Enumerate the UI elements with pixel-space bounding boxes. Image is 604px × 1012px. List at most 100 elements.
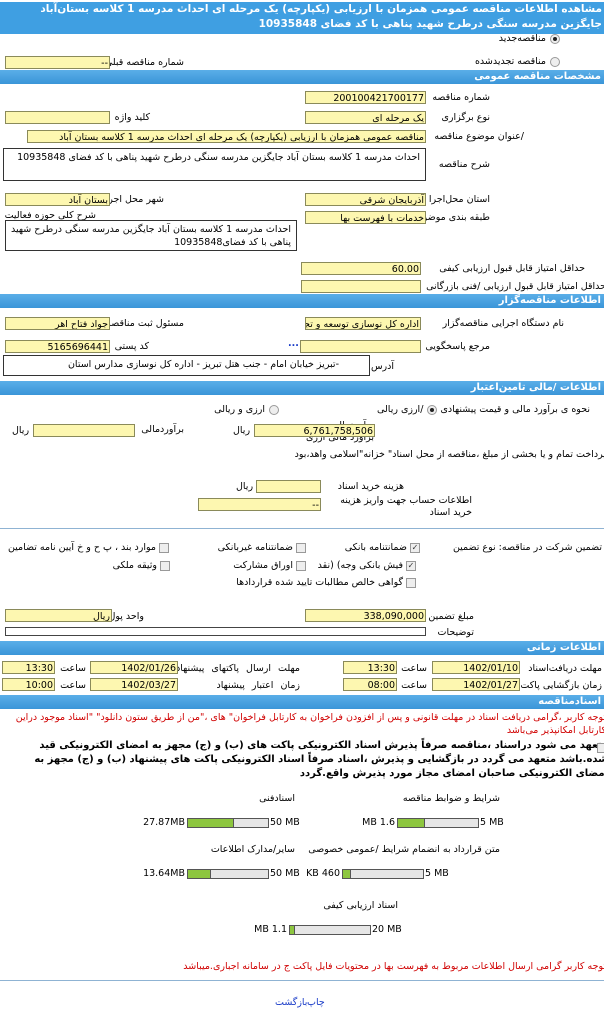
page-title: مشاهده اطلاعات مناقصه عمومی همزمان با ار… [0, 2, 604, 34]
min-tech-field[interactable] [301, 280, 421, 293]
open-label: زمان بازگشایی پاکت‌ها [512, 680, 602, 691]
min-tech-label: حداقل امتیاز قابل قبول ارزیابی /فنی بازر… [426, 281, 604, 292]
file-label: شرایط و ضوابط مناقصه [402, 793, 500, 804]
guarantee-option[interactable]: ✓فیش بانکی وجه) (نقد [317, 560, 416, 571]
treasury-note: پرداخت تمام و یا بخشی از مبلغ ،مناقصه از… [294, 449, 604, 460]
radio-icon[interactable] [550, 33, 560, 44]
doc-deadline-time[interactable]: 13:30 [343, 661, 397, 674]
file-size-progress [397, 818, 479, 828]
submit-date[interactable]: 1402/01/26 [90, 661, 178, 674]
unit-field[interactable]: ریال [5, 609, 112, 622]
guarantee-option[interactable]: ضمانتنامه غیربانکی [218, 542, 306, 553]
reference-field[interactable] [300, 340, 421, 353]
keyword-label: کلید واژه [114, 112, 150, 123]
prev-number-label: شماره مناقصه قبلی [104, 57, 184, 68]
postal-field[interactable]: 5165696441 [5, 340, 110, 353]
checkbox-icon[interactable] [296, 560, 306, 571]
file-label: اسناد ارزیابی کیفی [323, 900, 398, 911]
estimate-method: نحوه ی برآورد مالی و قیمت پیشنهادی /ارزی… [376, 404, 590, 415]
file-max-size: 50 MB [270, 817, 300, 828]
checkbox-checked-icon[interactable]: ✓ [410, 542, 420, 553]
tender-number-label: شماره مناقصه [432, 92, 490, 103]
checkbox-icon[interactable] [159, 542, 169, 553]
checkbox-checked-icon[interactable]: ✓ [406, 560, 416, 571]
progress-fill [188, 819, 234, 827]
min-quality-label: حداقل امتیاز قابل قبول ارزیابی کیفی [439, 263, 585, 274]
reference-more-button[interactable]: ... [288, 338, 299, 349]
time-label: ساعت [60, 663, 86, 674]
radio-icon[interactable] [269, 404, 279, 415]
guarantee-option[interactable]: موارد بند ، پ ح و خ آیین نامه تضامین [8, 542, 169, 553]
open-date[interactable]: 1402/01/27 [432, 678, 520, 691]
file-max-size: 5 MB [480, 817, 504, 828]
doc-fee-field[interactable] [256, 480, 321, 493]
guarantee-option[interactable]: اوراق مشارکت [233, 560, 306, 571]
checkbox-icon[interactable] [296, 542, 306, 553]
keyword-field[interactable] [5, 111, 110, 124]
min-quality-field[interactable]: 60.00 [301, 262, 421, 275]
category-field[interactable]: خدمات با فهرست بها [305, 211, 426, 224]
guarantee-option[interactable]: وثیقه ملکی [113, 560, 170, 571]
price-list-notice: توجه کاربر گرامی ارسال اطلاعات مربوط به … [183, 961, 604, 972]
description-label: شرح مناقصه [438, 159, 490, 170]
responsible-field[interactable]: جواد فتاح اهر [5, 317, 110, 330]
validity-date[interactable]: 1402/03/27 [90, 678, 178, 691]
file-size-progress [342, 869, 424, 879]
validity-label: زمان اعتبار پیشنهاد [216, 680, 300, 691]
estimate2-field[interactable] [33, 424, 135, 437]
back-link[interactable]: بازگشت [275, 997, 308, 1008]
radio-rial[interactable] [427, 404, 438, 415]
progress-fill [343, 870, 352, 878]
submit-time[interactable]: 13:30 [2, 661, 55, 674]
doc-fee-unit: ریال [236, 481, 254, 492]
progress-fill [398, 819, 425, 827]
estimate-field[interactable]: 6,761,758,506 [254, 424, 375, 437]
city-field[interactable]: بستان آباد [5, 193, 110, 206]
title-field[interactable]: مناقصه عمومی همزمان با ارزیابی (یکپارچه)… [27, 130, 426, 143]
file-size-progress [187, 869, 269, 879]
radio-new-tender[interactable]: مناقصه‌جدید [499, 33, 560, 44]
tender-number-field[interactable]: 200100421700177 [305, 91, 426, 104]
account-field[interactable]: -- [198, 498, 321, 511]
radio-icon[interactable] [550, 56, 560, 67]
guarantee-option[interactable]: ✓ضمانتنامه بانکی [344, 542, 420, 553]
scope-box[interactable]: احداث مدرسه 1 کلاسه بستان آباد جایگزین م… [5, 220, 297, 251]
file-used-size: 13.64MB [143, 868, 185, 879]
time-label: ساعت [60, 680, 86, 691]
description-box[interactable]: احداث مدرسه 1 کلاسه بستان آباد جایگزین م… [3, 148, 426, 181]
open-time[interactable]: 08:00 [343, 678, 397, 691]
responsible-label: مسئول ثبت مناقصه [106, 318, 184, 329]
validity-time[interactable]: 10:00 [2, 678, 55, 691]
doc-deadline-date[interactable]: 1402/01/10 [432, 661, 520, 674]
org-field[interactable]: اداره کل نوسازی توسعه و تجهیز مدارس [305, 317, 421, 330]
city-label: شهر محل اجرا [105, 194, 164, 205]
file-label: متن قرارداد به انضمام شرایط /عمومی خصوصی [308, 844, 500, 855]
file-used-size: 460 KB [306, 868, 340, 879]
section-organizer: اطلاعات مناقصه‌گزار [0, 294, 604, 308]
address-box[interactable]: -تبریز خیابان امام - جنب هتل تبریز - ادا… [3, 355, 370, 376]
amount-field[interactable]: 338,090,000 [305, 609, 426, 622]
section-finance: اطلاعات /مالی تامین‌اعتبار [0, 381, 604, 395]
section-timing: اطلاعات زمانی [0, 641, 604, 655]
guarantee-option[interactable]: گواهی خالص مطالبات تایید شده قراردادها [236, 577, 416, 588]
guarantee-label: تضمین شرکت در مناقصه: نوع تضمین [452, 542, 602, 553]
commitment-text: متعهد می شود دراسناد ،مناقصه صرفاً پذیرش… [34, 740, 604, 779]
divider [0, 980, 604, 981]
radio-both[interactable]: ارزی و ریالی [214, 404, 279, 415]
checkbox-icon[interactable] [160, 560, 170, 571]
address-label: آدرس [370, 361, 394, 372]
file-max-size: 5 MB [425, 868, 449, 879]
checkbox-icon[interactable] [406, 577, 416, 588]
divider [0, 528, 604, 529]
file-used-size: 1.6 MB [362, 817, 395, 828]
prev-number-field[interactable]: -- [5, 56, 110, 69]
province-field[interactable]: آذربایجان شرقی [305, 193, 426, 206]
holding-type-field[interactable]: یک مرحله ای [305, 111, 426, 124]
commitment-checkbox[interactable] [597, 743, 604, 753]
print-link[interactable]: چاپ [307, 997, 325, 1008]
radio-renewed-tender[interactable]: مناقصه تجدیدشده [475, 56, 560, 67]
file-label: سایر/مدارک اطلاعات [210, 844, 295, 855]
submit-label: مهلت ارسال پاکتهای پیشنهاد [176, 663, 300, 674]
notes-field[interactable] [5, 627, 426, 636]
scope-label: شرح کلی حوزه فعالیت [4, 210, 96, 221]
